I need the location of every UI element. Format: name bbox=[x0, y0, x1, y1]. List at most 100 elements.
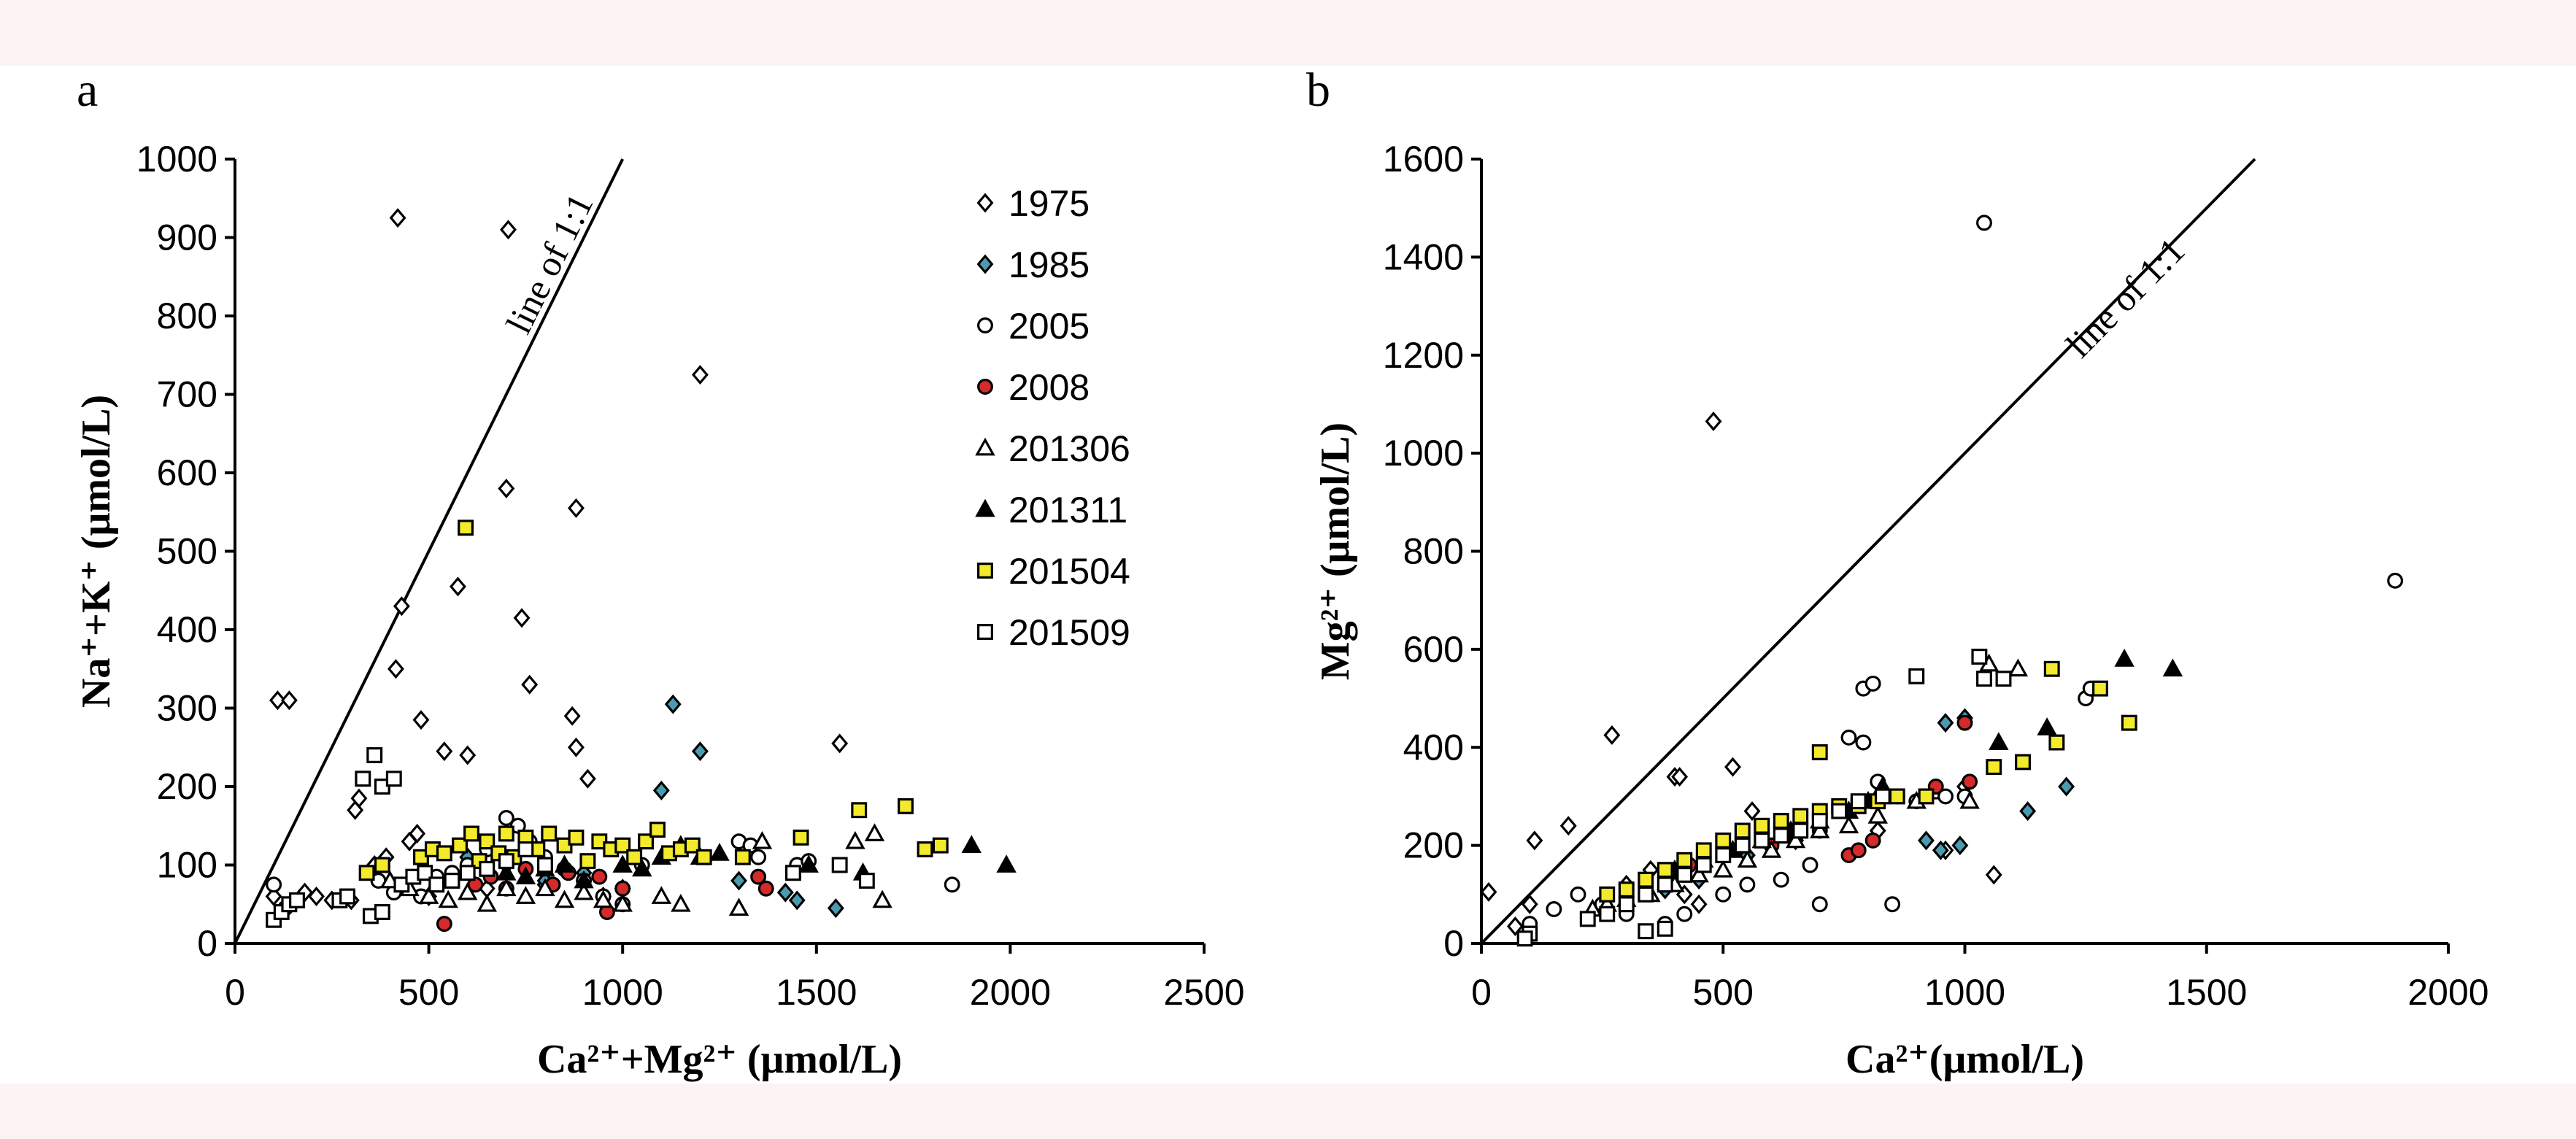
panel-a-point-1975 bbox=[563, 706, 581, 726]
panel-a-point-1975 bbox=[568, 737, 585, 757]
panel-a-point-1975 bbox=[436, 741, 453, 762]
panel-a-point-201306 bbox=[752, 830, 773, 849]
panel-b-x-tick-label: 2000 bbox=[2407, 972, 2488, 1013]
panel-a-x-tick-label: 500 bbox=[398, 972, 459, 1013]
panel-b-point-201311 bbox=[1989, 732, 2009, 750]
panel-a-point-2005 bbox=[266, 876, 282, 893]
panel-b-point-1985 bbox=[2058, 776, 2075, 797]
panel-b-y-tick-label: 600 bbox=[1403, 629, 1464, 670]
panel-b-point-2005 bbox=[1937, 788, 1954, 805]
panel-b-point-2005 bbox=[1884, 896, 1901, 913]
panel-b-point-1985 bbox=[2019, 801, 2037, 822]
panel-a-point-201504 bbox=[541, 825, 558, 842]
panel-a-x-tick-label: 1500 bbox=[776, 972, 857, 1013]
panel-b-point-201306 bbox=[1810, 820, 1830, 838]
panel-b-point-1975 bbox=[1690, 894, 1708, 914]
panel-b-point-1975 bbox=[1705, 411, 1722, 431]
panel-a-point-201504 bbox=[793, 829, 809, 846]
panel-a-y-tick-label: 400 bbox=[157, 609, 217, 650]
panel-b-point-2005 bbox=[1570, 886, 1586, 903]
panel-b-point-201504 bbox=[1638, 871, 1654, 888]
panel-b-points bbox=[1480, 215, 2404, 947]
panel-a-point-201306 bbox=[651, 886, 672, 904]
panel-a-y-tick-label: 900 bbox=[157, 217, 217, 258]
panel-a-point-201504 bbox=[649, 822, 666, 838]
panel-a-point-1975 bbox=[691, 365, 709, 385]
panel-a-y-tick-label: 200 bbox=[157, 766, 217, 807]
panel-b-point-201509 bbox=[1657, 876, 1673, 893]
panel-a: a 0 100 200 300 400 500 600 700 800 900 1000 0 500 10… bbox=[74, 63, 1245, 1082]
panel-a-point-201306 bbox=[872, 889, 892, 908]
panel-a-point-201509 bbox=[537, 857, 553, 873]
panel-a-point-201306 bbox=[535, 878, 555, 897]
panel-b-point-2005 bbox=[1976, 215, 1992, 231]
panel-a-point-201311 bbox=[996, 854, 1017, 873]
panel-b-point-1985 bbox=[1918, 830, 1935, 851]
legend-marker-1985 bbox=[976, 254, 994, 274]
panel-b-point-201504 bbox=[1773, 813, 1789, 829]
legend-marker-2008 bbox=[977, 379, 993, 395]
panel-a-x-tick-label: 1000 bbox=[582, 972, 663, 1013]
panel-b-point-201509 bbox=[1995, 671, 2012, 687]
panel-b-point-201509 bbox=[1971, 649, 1988, 665]
panel-b-x-tick-label: 500 bbox=[1693, 972, 1754, 1013]
panel-b-point-201504 bbox=[2121, 714, 2137, 731]
legend-marker-201311 bbox=[975, 498, 995, 517]
panel-b-point-1975 bbox=[1506, 916, 1524, 936]
panel-b-point-201509 bbox=[1638, 886, 1654, 903]
panel-a-point-201504 bbox=[568, 829, 585, 846]
panel-b-point-201509 bbox=[1579, 911, 1596, 927]
panel-b-point-2005 bbox=[1840, 729, 1857, 746]
panel-b-point-201509 bbox=[1618, 896, 1635, 913]
panel-a-y-axis-title: Na⁺+K⁺ (μmol/L) bbox=[74, 395, 119, 708]
panel-b-point-201306 bbox=[1867, 806, 1888, 824]
panel-a-point-201311 bbox=[709, 843, 730, 861]
panel-a-point-201504 bbox=[695, 849, 712, 865]
panel-a-point-1975 bbox=[831, 733, 849, 754]
panel-b-reference-line-label: line of 1:1 bbox=[2058, 230, 2192, 366]
panel-b-point-2005 bbox=[1773, 871, 1789, 888]
panel-a-point-201306 bbox=[671, 893, 691, 912]
legend-marker-201504 bbox=[977, 563, 993, 579]
panel-b-point-201509 bbox=[1516, 930, 1533, 947]
panel-a-point-1975 bbox=[412, 710, 430, 730]
panel-b-y-tick-label: 200 bbox=[1403, 825, 1464, 866]
panel-b-point-201509 bbox=[1676, 866, 1693, 883]
panel-a-point-201311 bbox=[632, 858, 652, 877]
panel-a-point-1985 bbox=[652, 780, 670, 800]
panel-b-point-201509 bbox=[1874, 788, 1891, 805]
panel-b-point-201504 bbox=[1657, 862, 1673, 879]
panel-a-point-201509 bbox=[517, 841, 534, 857]
panel-b-point-201509 bbox=[1754, 832, 1770, 849]
panel-a-point-1985 bbox=[788, 890, 806, 911]
panel-b-x-tick-label: 1000 bbox=[1924, 972, 2005, 1013]
panel-b-y-tick-label: 1400 bbox=[1383, 236, 1464, 277]
panel-b-point-201504 bbox=[1715, 832, 1732, 849]
panel-a-point-1975 bbox=[513, 608, 531, 628]
panel-b-y-tick-label: 400 bbox=[1403, 727, 1464, 768]
legend: 1975 1985 2005 2008 201306 201311 201504 201509 bbox=[975, 183, 1130, 653]
panel-a-x-tick-label: 2000 bbox=[970, 972, 1051, 1013]
panel-a-point-1975 bbox=[393, 596, 410, 617]
panel-a-point-2005 bbox=[498, 810, 514, 826]
panel-b-point-2005 bbox=[1676, 906, 1693, 922]
panel-a-point-201504 bbox=[498, 825, 514, 842]
panel-a-point-201509 bbox=[498, 853, 514, 870]
panel-a-point-201311 bbox=[574, 870, 594, 889]
panel-b-point-201509 bbox=[1831, 803, 1848, 819]
panel-b-point-201509 bbox=[1657, 920, 1673, 937]
panel-b-point-2005 bbox=[1715, 886, 1732, 903]
panel-a-point-201509 bbox=[831, 857, 848, 873]
panel-a-point-201306 bbox=[864, 823, 885, 841]
panel-b-point-201509 bbox=[1599, 906, 1616, 922]
panel-a-point-201306 bbox=[845, 830, 865, 849]
panel-a-point-201504 bbox=[374, 857, 390, 873]
panel-a-point-2008 bbox=[757, 880, 774, 897]
legend-marker-2005 bbox=[977, 317, 993, 333]
panel-b-one-to-one-line bbox=[1480, 158, 2256, 945]
panel-b-x-tick-label: 0 bbox=[1471, 972, 1492, 1013]
panel-a-point-201504 bbox=[479, 833, 495, 850]
panel-b-point-201306 bbox=[2008, 658, 2029, 677]
panel-b-x-tick-label: 1500 bbox=[2166, 972, 2247, 1013]
panel-b-point-201509 bbox=[1773, 827, 1789, 844]
